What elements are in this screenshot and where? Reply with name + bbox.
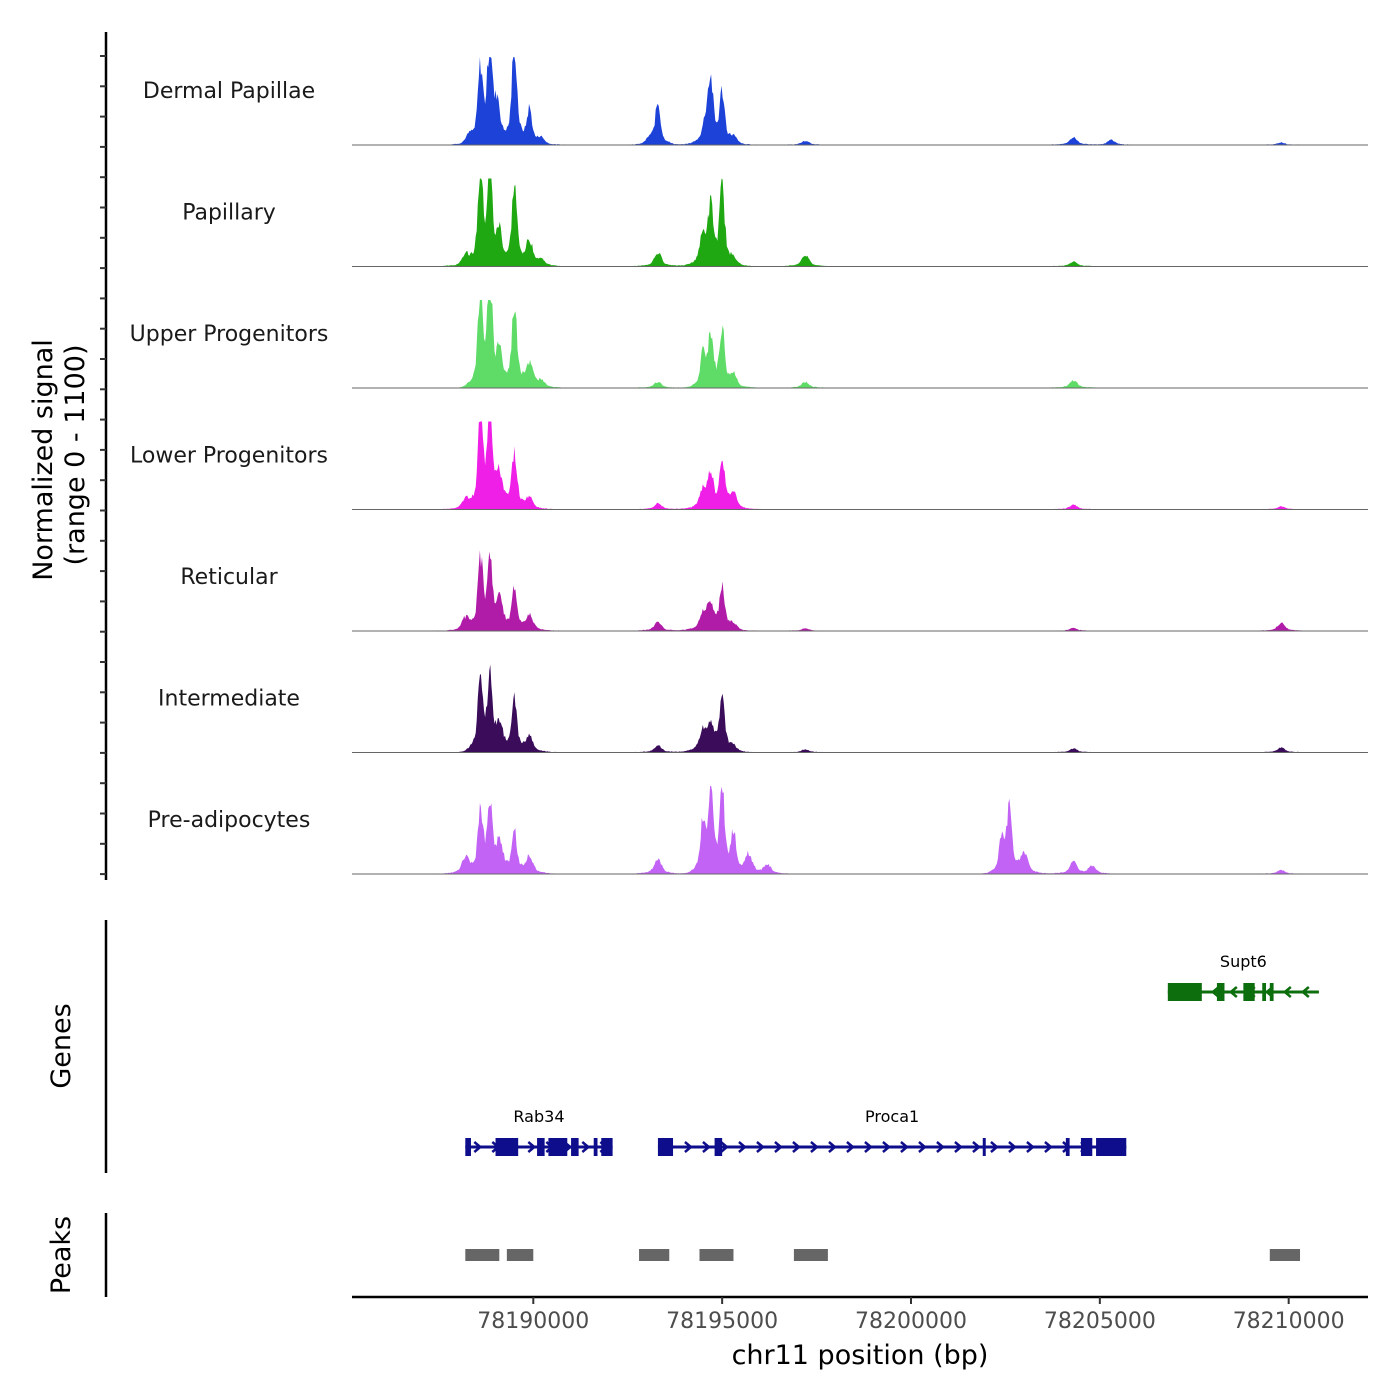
track-label: Lower Progenitors: [130, 444, 328, 469]
track-label: Dermal Papillae: [143, 79, 315, 104]
signal-area: [380, 421, 1323, 510]
strand-arrow: [918, 1141, 927, 1153]
signal-area: [380, 550, 1323, 631]
strand-arrow: [1228, 986, 1238, 998]
gene-label: Supt6: [1220, 952, 1267, 971]
signal-area: [380, 178, 1323, 267]
track-label: Upper Progenitors: [130, 322, 329, 347]
gene-exon: [465, 1138, 471, 1156]
gene-supt6: Supt6: [1167, 952, 1319, 1001]
strand-arrow: [720, 1141, 729, 1153]
strand-arrow: [738, 1141, 747, 1153]
gene-exon: [1096, 1138, 1127, 1156]
peaks-track: [104, 1213, 1301, 1297]
track-reticular: Reticular: [180, 550, 1368, 632]
strand-arrow: [1008, 1141, 1017, 1153]
gene-label: Rab34: [513, 1107, 564, 1126]
strand-arrow: [864, 1141, 873, 1153]
genes-track-title: Genes: [46, 1003, 77, 1088]
signal-y-axis: [100, 32, 108, 880]
strand-arrow: [792, 1141, 801, 1153]
gene-exon: [593, 1138, 598, 1156]
y-axis-title-line1: Normalized signal: [28, 339, 59, 581]
x-tick-label: 78195000: [666, 1309, 778, 1334]
x-tick-label: 78190000: [477, 1309, 589, 1334]
gene-label: Proca1: [865, 1107, 919, 1126]
peak-region: [506, 1249, 534, 1261]
gene-exon: [1243, 983, 1255, 1001]
gene-exon: [601, 1138, 613, 1156]
strand-arrow: [1210, 986, 1220, 998]
signal-area: [380, 786, 1323, 874]
strand-arrow: [473, 1141, 483, 1153]
strand-arrow: [972, 1141, 981, 1153]
x-tick-label: 78205000: [1044, 1309, 1156, 1334]
gene-exon: [714, 1138, 723, 1156]
strand-arrow: [990, 1141, 999, 1153]
signal-area: [380, 664, 1323, 753]
strand-arrow: [1282, 986, 1292, 998]
strand-arrow: [1044, 1141, 1053, 1153]
track-dermal-papillae: Dermal Papillae: [143, 57, 1368, 146]
track-intermediate: Intermediate: [158, 664, 1368, 753]
x-axis: 78190000 78195000 78200000 78205000 78210000: [352, 1295, 1368, 1334]
strand-arrow: [581, 1141, 591, 1153]
genes-track: Rab34 Proca1 Supt6: [104, 920, 1319, 1173]
gene-exon: [571, 1138, 579, 1156]
x-tick-label: 78210000: [1233, 1309, 1345, 1334]
strand-arrow: [702, 1141, 711, 1153]
track-label: Reticular: [180, 565, 278, 590]
gene-exon: [548, 1138, 568, 1156]
gene-exon: [537, 1138, 545, 1156]
strand-arrow: [774, 1141, 783, 1153]
strand-arrow: [846, 1141, 855, 1153]
x-tick-label: 78200000: [855, 1309, 967, 1334]
track-label: Papillary: [182, 201, 276, 226]
x-axis-title: chr11 position (bp): [732, 1340, 989, 1371]
peak-region: [1269, 1249, 1301, 1261]
gene-exon: [495, 1138, 519, 1156]
strand-arrow: [900, 1141, 909, 1153]
gene-exon: [982, 1138, 986, 1156]
strand-arrow: [527, 1141, 537, 1153]
track-label: Pre-adipocytes: [148, 808, 311, 833]
strand-arrow: [1026, 1141, 1035, 1153]
gene-exon: [1216, 983, 1225, 1001]
gene-proca1: Proca1: [657, 1107, 1127, 1156]
peak-region: [793, 1249, 828, 1261]
track-pre-adipocytes: Pre-adipocytes: [148, 786, 1368, 875]
gene-exon: [1080, 1138, 1093, 1156]
strand-arrow: [756, 1141, 765, 1153]
gene-exon: [1269, 983, 1274, 1001]
peaks-track-title: Peaks: [46, 1216, 77, 1294]
gene-exon: [1167, 983, 1202, 1001]
strand-arrow: [936, 1141, 945, 1153]
gene-exon: [1065, 1138, 1070, 1156]
track-label: Intermediate: [158, 687, 300, 712]
signal-area: [380, 57, 1323, 145]
gene-exon: [657, 1138, 674, 1156]
track-lower-progenitors: Lower Progenitors: [130, 421, 1368, 510]
track-papillary: Papillary: [182, 178, 1368, 267]
y-axis-title-line2: (range 0 - 1100): [60, 345, 91, 566]
coverage-tracks: Dermal Papillae Papillary Upper Progenitor…: [130, 57, 1368, 875]
gene-rab34: Rab34: [465, 1107, 613, 1156]
strand-arrow: [882, 1141, 891, 1153]
strand-arrow: [810, 1141, 819, 1153]
peak-region: [465, 1249, 500, 1261]
strand-arrow: [1300, 986, 1310, 998]
peak-region: [699, 1249, 734, 1261]
signal-area: [380, 300, 1323, 388]
strand-arrow: [684, 1141, 693, 1153]
peak-region: [639, 1249, 670, 1261]
strand-arrow: [828, 1141, 837, 1153]
strand-arrow: [954, 1141, 963, 1153]
track-upper-progenitors: Upper Progenitors: [130, 300, 1368, 389]
gene-exon: [1262, 983, 1267, 1001]
